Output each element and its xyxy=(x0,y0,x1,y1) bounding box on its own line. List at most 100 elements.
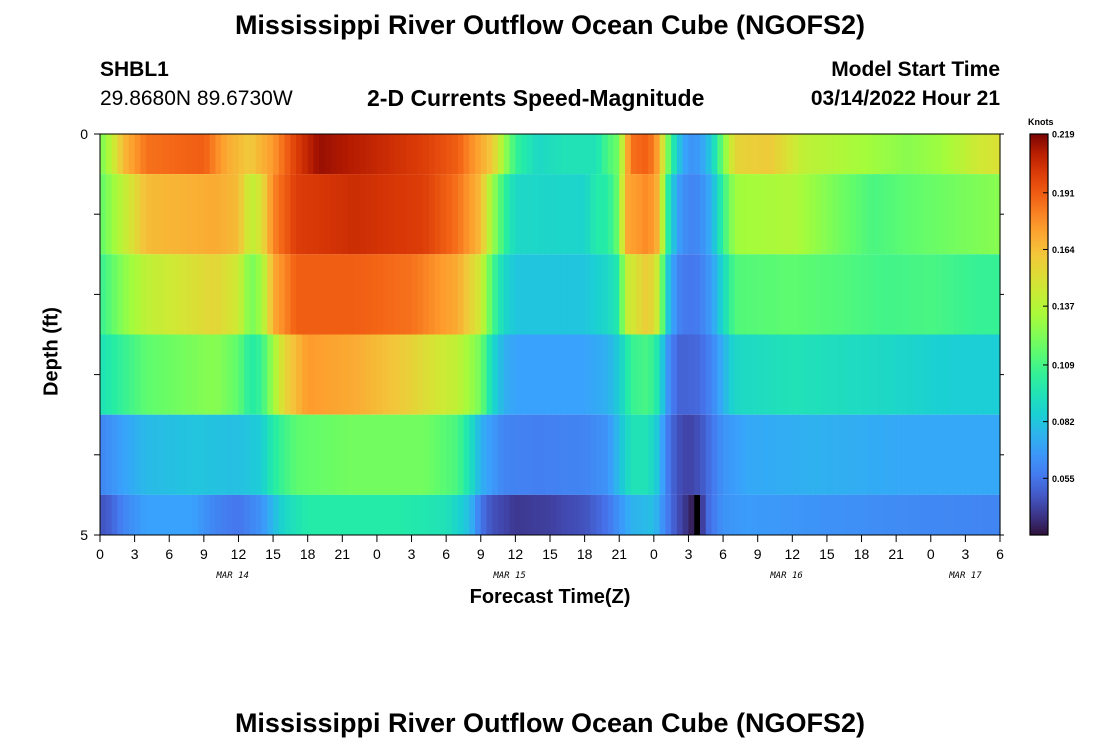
heatmap-cell xyxy=(532,254,540,335)
heatmap-cell xyxy=(555,174,563,255)
heatmap-cell xyxy=(590,414,597,495)
heatmap-cell xyxy=(919,134,926,175)
heatmap-cell xyxy=(134,174,141,255)
heatmap-cell xyxy=(457,494,465,535)
heatmap-cell xyxy=(976,414,984,495)
heatmap-cell xyxy=(625,174,632,255)
heatmap-cell xyxy=(671,174,678,255)
heatmap-cell xyxy=(555,134,563,175)
heatmap-cell xyxy=(740,494,747,535)
heatmap-cell xyxy=(971,174,978,255)
heatmap-cell xyxy=(140,174,147,255)
heatmap-cell xyxy=(446,134,453,175)
heatmap-cell xyxy=(382,174,390,255)
heatmap-cell xyxy=(746,334,753,415)
heatmap-cell xyxy=(100,334,107,415)
heatmap-cell xyxy=(100,254,107,335)
heatmap-cell xyxy=(919,254,926,335)
heatmap-cell xyxy=(665,334,672,415)
heatmap-cell xyxy=(469,494,476,535)
x-tick-label: 12 xyxy=(508,546,524,562)
heatmap-cell xyxy=(434,134,441,175)
heatmap-cell xyxy=(636,134,643,175)
heatmap-cell xyxy=(325,174,332,255)
heatmap-cell xyxy=(163,134,170,175)
heatmap-cell xyxy=(117,494,124,535)
heatmap-cell xyxy=(855,174,863,255)
heatmap-cell xyxy=(988,494,995,535)
heatmap-cell xyxy=(515,254,522,335)
x-tick-label: 6 xyxy=(719,546,727,562)
heatmap-cell xyxy=(325,254,332,335)
x-tick-label: 15 xyxy=(819,546,835,562)
heatmap-cell xyxy=(526,334,534,415)
heatmap-cell xyxy=(994,254,1001,335)
heatmap-cell xyxy=(336,254,343,335)
heatmap-cell xyxy=(278,334,286,415)
heatmap-cell xyxy=(175,174,182,255)
heatmap-cell xyxy=(140,334,147,415)
heatmap-cell xyxy=(786,334,793,415)
heatmap-cell xyxy=(232,334,240,415)
heatmap-cell xyxy=(965,334,972,415)
heatmap-cell xyxy=(423,174,430,255)
heatmap-cell xyxy=(267,254,274,335)
heatmap-cell xyxy=(382,414,390,495)
heatmap-cell xyxy=(226,254,234,335)
heatmap-cell xyxy=(723,254,730,335)
heatmap-cell xyxy=(959,494,966,535)
heatmap-cell xyxy=(659,334,666,415)
heatmap-cell xyxy=(394,134,401,175)
heatmap-cell xyxy=(907,334,915,415)
heatmap-cell xyxy=(105,494,113,535)
heatmap-cell xyxy=(405,494,413,535)
heatmap-cell xyxy=(896,134,903,175)
heatmap-cell xyxy=(146,414,153,495)
heatmap-cell xyxy=(648,494,655,535)
heatmap-cell xyxy=(717,494,724,535)
heatmap-cell xyxy=(100,414,107,495)
heatmap-cell xyxy=(728,414,736,495)
heatmap-cell xyxy=(336,174,343,255)
heatmap-cell xyxy=(267,414,274,495)
heatmap-cell xyxy=(198,174,205,255)
heatmap-cell xyxy=(878,334,886,415)
heatmap-cell xyxy=(232,174,240,255)
heatmap-cell xyxy=(838,414,845,495)
heatmap-cell xyxy=(653,174,661,255)
heatmap-cell xyxy=(757,254,765,335)
heatmap-cell xyxy=(873,494,880,535)
heatmap-cell xyxy=(486,334,493,415)
heatmap-cell xyxy=(809,134,816,175)
heatmap-cell xyxy=(250,494,257,535)
heatmap-cell xyxy=(653,254,661,335)
heatmap-cell xyxy=(123,134,130,175)
heatmap-cell xyxy=(665,134,672,175)
heatmap-cell xyxy=(313,334,320,415)
heatmap-cell xyxy=(803,494,811,535)
heatmap-cell xyxy=(763,494,770,535)
heatmap-cell xyxy=(492,334,499,415)
heatmap-cell xyxy=(838,334,845,415)
heatmap-cell xyxy=(700,494,707,535)
heatmap-cell xyxy=(503,494,511,535)
heatmap-cell xyxy=(665,414,672,495)
heatmap-cell xyxy=(867,134,874,175)
heatmap-cell xyxy=(734,174,741,255)
heatmap-cell xyxy=(567,334,574,415)
heatmap-cell xyxy=(175,334,182,415)
heatmap-cell xyxy=(371,494,378,535)
heatmap-cell xyxy=(619,334,626,415)
heatmap-cell xyxy=(561,414,568,495)
heatmap-cell xyxy=(203,134,211,175)
heatmap-cell xyxy=(405,174,413,255)
heatmap-cell xyxy=(180,174,188,255)
heatmap-cell xyxy=(786,414,793,495)
heatmap-cell xyxy=(521,334,528,415)
heatmap-cell xyxy=(584,414,591,495)
heatmap-cell xyxy=(330,174,338,255)
heatmap-cell xyxy=(815,254,822,335)
heatmap-cell xyxy=(601,334,609,415)
heatmap-cell xyxy=(250,334,257,415)
heatmap-cell xyxy=(111,134,118,175)
